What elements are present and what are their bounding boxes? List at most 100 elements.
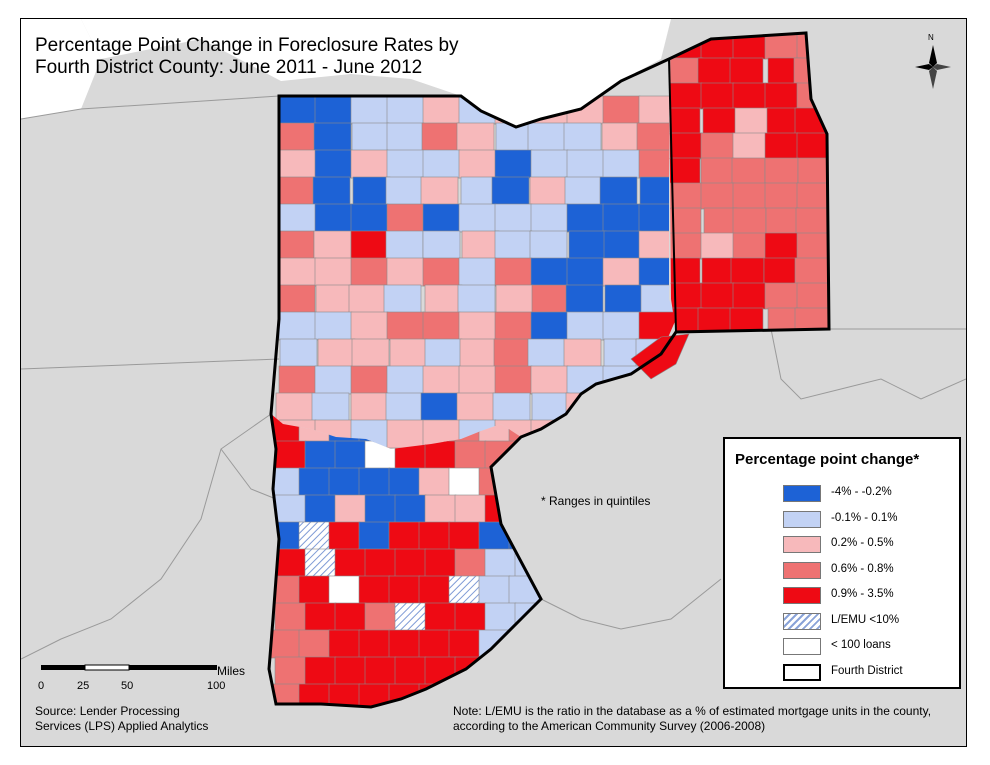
county-polygon bbox=[314, 95, 353, 125]
county-polygon bbox=[478, 575, 511, 605]
county-polygon bbox=[315, 284, 354, 314]
county-polygon bbox=[348, 284, 387, 314]
county-polygon bbox=[458, 311, 497, 341]
county-polygon bbox=[383, 284, 422, 314]
county-polygon bbox=[732, 282, 767, 310]
county-polygon bbox=[494, 230, 533, 260]
oh-pa-border bbox=[668, 58, 677, 333]
county-polygon bbox=[448, 629, 481, 659]
county-polygon bbox=[278, 95, 317, 125]
legend-label: < 100 loans bbox=[831, 639, 891, 651]
county-polygon bbox=[328, 629, 361, 659]
ranges-note: * Ranges in quintiles bbox=[541, 494, 651, 508]
county-polygon bbox=[700, 82, 735, 110]
county-polygon bbox=[454, 602, 487, 632]
county-polygon bbox=[304, 494, 337, 524]
map-legend: Percentage point change* -4% - -0.2% -0.1… bbox=[723, 437, 961, 689]
choropleth-map bbox=[21, 19, 966, 746]
county-polygon bbox=[669, 57, 704, 85]
county-polygon bbox=[350, 203, 389, 233]
county-polygon bbox=[764, 33, 799, 60]
county-polygon bbox=[732, 132, 767, 160]
county-polygon bbox=[700, 132, 735, 160]
scale-units: Miles bbox=[217, 664, 246, 678]
note-line-2: according to the American Community Surv… bbox=[453, 719, 766, 733]
county-polygon bbox=[418, 575, 451, 605]
county-polygon bbox=[764, 82, 799, 110]
county-polygon bbox=[563, 338, 602, 368]
county-polygon bbox=[604, 284, 643, 314]
county-polygon bbox=[565, 284, 604, 314]
county-polygon bbox=[796, 282, 829, 310]
scale-tick-25: 25 bbox=[77, 680, 90, 692]
county-polygon bbox=[669, 157, 701, 185]
county-polygon bbox=[388, 575, 421, 605]
county-polygon bbox=[386, 419, 425, 449]
county-polygon bbox=[531, 284, 570, 314]
county-polygon bbox=[530, 311, 569, 341]
county-polygon bbox=[386, 203, 425, 233]
county-polygon bbox=[350, 365, 389, 395]
county-polygon bbox=[796, 132, 829, 160]
county-polygon bbox=[697, 57, 732, 85]
county-polygon bbox=[350, 311, 389, 341]
county-polygon bbox=[314, 365, 353, 395]
county-polygon bbox=[304, 548, 337, 578]
county-polygon bbox=[764, 132, 799, 160]
county-polygon bbox=[700, 282, 735, 310]
county-polygon bbox=[278, 149, 317, 179]
county-polygon bbox=[350, 257, 389, 287]
county-polygon bbox=[422, 365, 461, 395]
county-polygon bbox=[424, 284, 463, 314]
county-polygon bbox=[317, 338, 356, 368]
county-polygon bbox=[418, 521, 451, 551]
scale-bar bbox=[41, 664, 217, 671]
county-polygon bbox=[334, 440, 367, 470]
county-polygon bbox=[386, 311, 425, 341]
lemu-note: Note: L/EMU is the ratio in the database… bbox=[453, 704, 931, 734]
legend-label: -4% - -0.2% bbox=[831, 486, 892, 498]
county-polygon bbox=[424, 602, 457, 632]
county-polygon bbox=[602, 257, 641, 287]
county-polygon bbox=[729, 307, 764, 332]
map-title: Percentage Point Change in Foreclosure R… bbox=[35, 35, 459, 78]
county-polygon bbox=[364, 602, 397, 632]
county-polygon bbox=[386, 95, 425, 125]
county-polygon bbox=[422, 95, 461, 125]
fourth-district-outline bbox=[267, 31, 831, 709]
county-polygon bbox=[420, 176, 459, 206]
county-polygon bbox=[274, 494, 307, 524]
county-polygon bbox=[448, 467, 481, 497]
county-polygon bbox=[529, 176, 568, 206]
scale-tick-0: 0 bbox=[38, 680, 45, 692]
county-polygon bbox=[766, 107, 801, 135]
county-polygon bbox=[358, 467, 391, 497]
county-polygon bbox=[350, 230, 389, 260]
county-polygon bbox=[458, 365, 497, 395]
county-polygon bbox=[495, 284, 534, 314]
county-polygon bbox=[422, 149, 461, 179]
county-polygon bbox=[459, 338, 498, 368]
county-polygon bbox=[602, 311, 641, 341]
county-polygon bbox=[601, 122, 640, 152]
county-polygon bbox=[385, 392, 424, 422]
county-polygon bbox=[304, 656, 337, 686]
county-polygon bbox=[314, 149, 353, 179]
county-polygon bbox=[422, 203, 461, 233]
county-polygon bbox=[334, 548, 367, 578]
county-polygon bbox=[313, 122, 352, 152]
county-polygon bbox=[386, 257, 425, 287]
legend-swatch bbox=[783, 663, 821, 681]
county-polygon bbox=[763, 257, 798, 285]
county-polygon bbox=[364, 548, 397, 578]
county-polygon bbox=[795, 207, 829, 235]
scale-segment-1 bbox=[41, 665, 85, 670]
county-polygon bbox=[701, 257, 736, 285]
county-polygon bbox=[424, 494, 457, 524]
state-boundaries bbox=[21, 95, 966, 660]
county-polygon bbox=[364, 656, 397, 686]
county-polygon bbox=[454, 548, 487, 578]
county-polygon bbox=[456, 122, 495, 152]
county-polygon bbox=[304, 440, 337, 470]
county-polygon bbox=[328, 467, 361, 497]
